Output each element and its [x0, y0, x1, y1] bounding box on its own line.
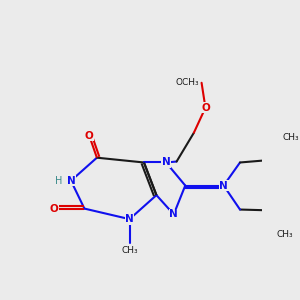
Text: O: O — [201, 103, 210, 113]
Text: N: N — [162, 158, 170, 167]
Text: N: N — [169, 209, 178, 219]
Text: CH₃: CH₃ — [277, 230, 294, 239]
Text: O: O — [49, 204, 58, 214]
Text: N: N — [125, 214, 134, 224]
Text: CH₃: CH₃ — [121, 246, 138, 255]
Text: CH₃: CH₃ — [283, 133, 299, 142]
Text: H: H — [55, 176, 63, 186]
Text: N: N — [219, 181, 228, 190]
Text: N: N — [67, 176, 75, 186]
Text: O: O — [85, 130, 94, 141]
Text: OCH₃: OCH₃ — [176, 78, 199, 87]
